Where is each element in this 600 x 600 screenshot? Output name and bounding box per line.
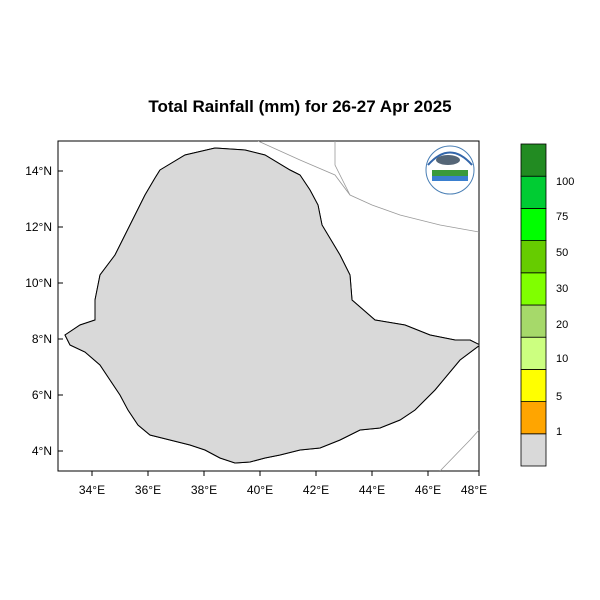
lon-tick-labels: 34°E 36°E 38°E 40°E 42°E 44°E 46°E 48°E [79,483,487,497]
colorbar-bin [520,207,547,241]
neighbor-border-line [257,141,479,233]
colorbar-bin [520,175,547,209]
lon-tick-label: 46°E [415,483,441,497]
colorbar-label: 100 [556,176,574,188]
colorbar-label: 1 [556,426,562,438]
lat-tick-labels: 4°N 6°N 8°N 10°N 12°N 14°N [25,164,52,458]
lon-tick-label: 36°E [135,483,161,497]
colorbar-label: 10 [556,353,568,365]
colorbar-label: 5 [556,391,562,403]
colorbar-bin [520,401,547,435]
neighbor-border-line [439,429,479,471]
colorbar-bin [520,336,547,370]
lat-tick-label: 4°N [32,444,52,458]
colorbar-label: 75 [556,211,568,223]
colorbar-label: 20 [556,319,568,331]
map-title: Total Rainfall (mm) for 26-27 Apr 2025 [148,97,452,116]
lat-tick-label: 12°N [25,220,52,234]
lon-tick-label: 38°E [191,483,217,497]
lon-tick-label: 44°E [359,483,385,497]
colorbar-bin [520,272,547,306]
lon-tick-label: 48°E [461,483,487,497]
colorbar-bin [520,368,547,402]
lon-tick-label: 40°E [247,483,273,497]
colorbar-bin [520,240,547,274]
colorbar [520,143,547,467]
colorbar-bin [520,143,547,177]
colorbar-bin [520,433,547,467]
axis-ticks [58,170,480,476]
lat-tick-label: 10°N [25,276,52,290]
colorbar-label: 50 [556,247,568,259]
lat-tick-label: 6°N [32,388,52,402]
ethiopian-meteorology-institute-logo-icon [425,145,475,195]
lat-tick-label: 14°N [25,164,52,178]
colorbar-bin [520,304,547,338]
neighbor-border-line [334,141,351,196]
colorbar-labels: 1 5 10 20 30 50 75 100 [556,176,574,438]
lat-tick-label: 8°N [32,332,52,346]
lon-tick-label: 34°E [79,483,105,497]
lon-tick-label: 42°E [303,483,329,497]
colorbar-label: 30 [556,283,568,295]
